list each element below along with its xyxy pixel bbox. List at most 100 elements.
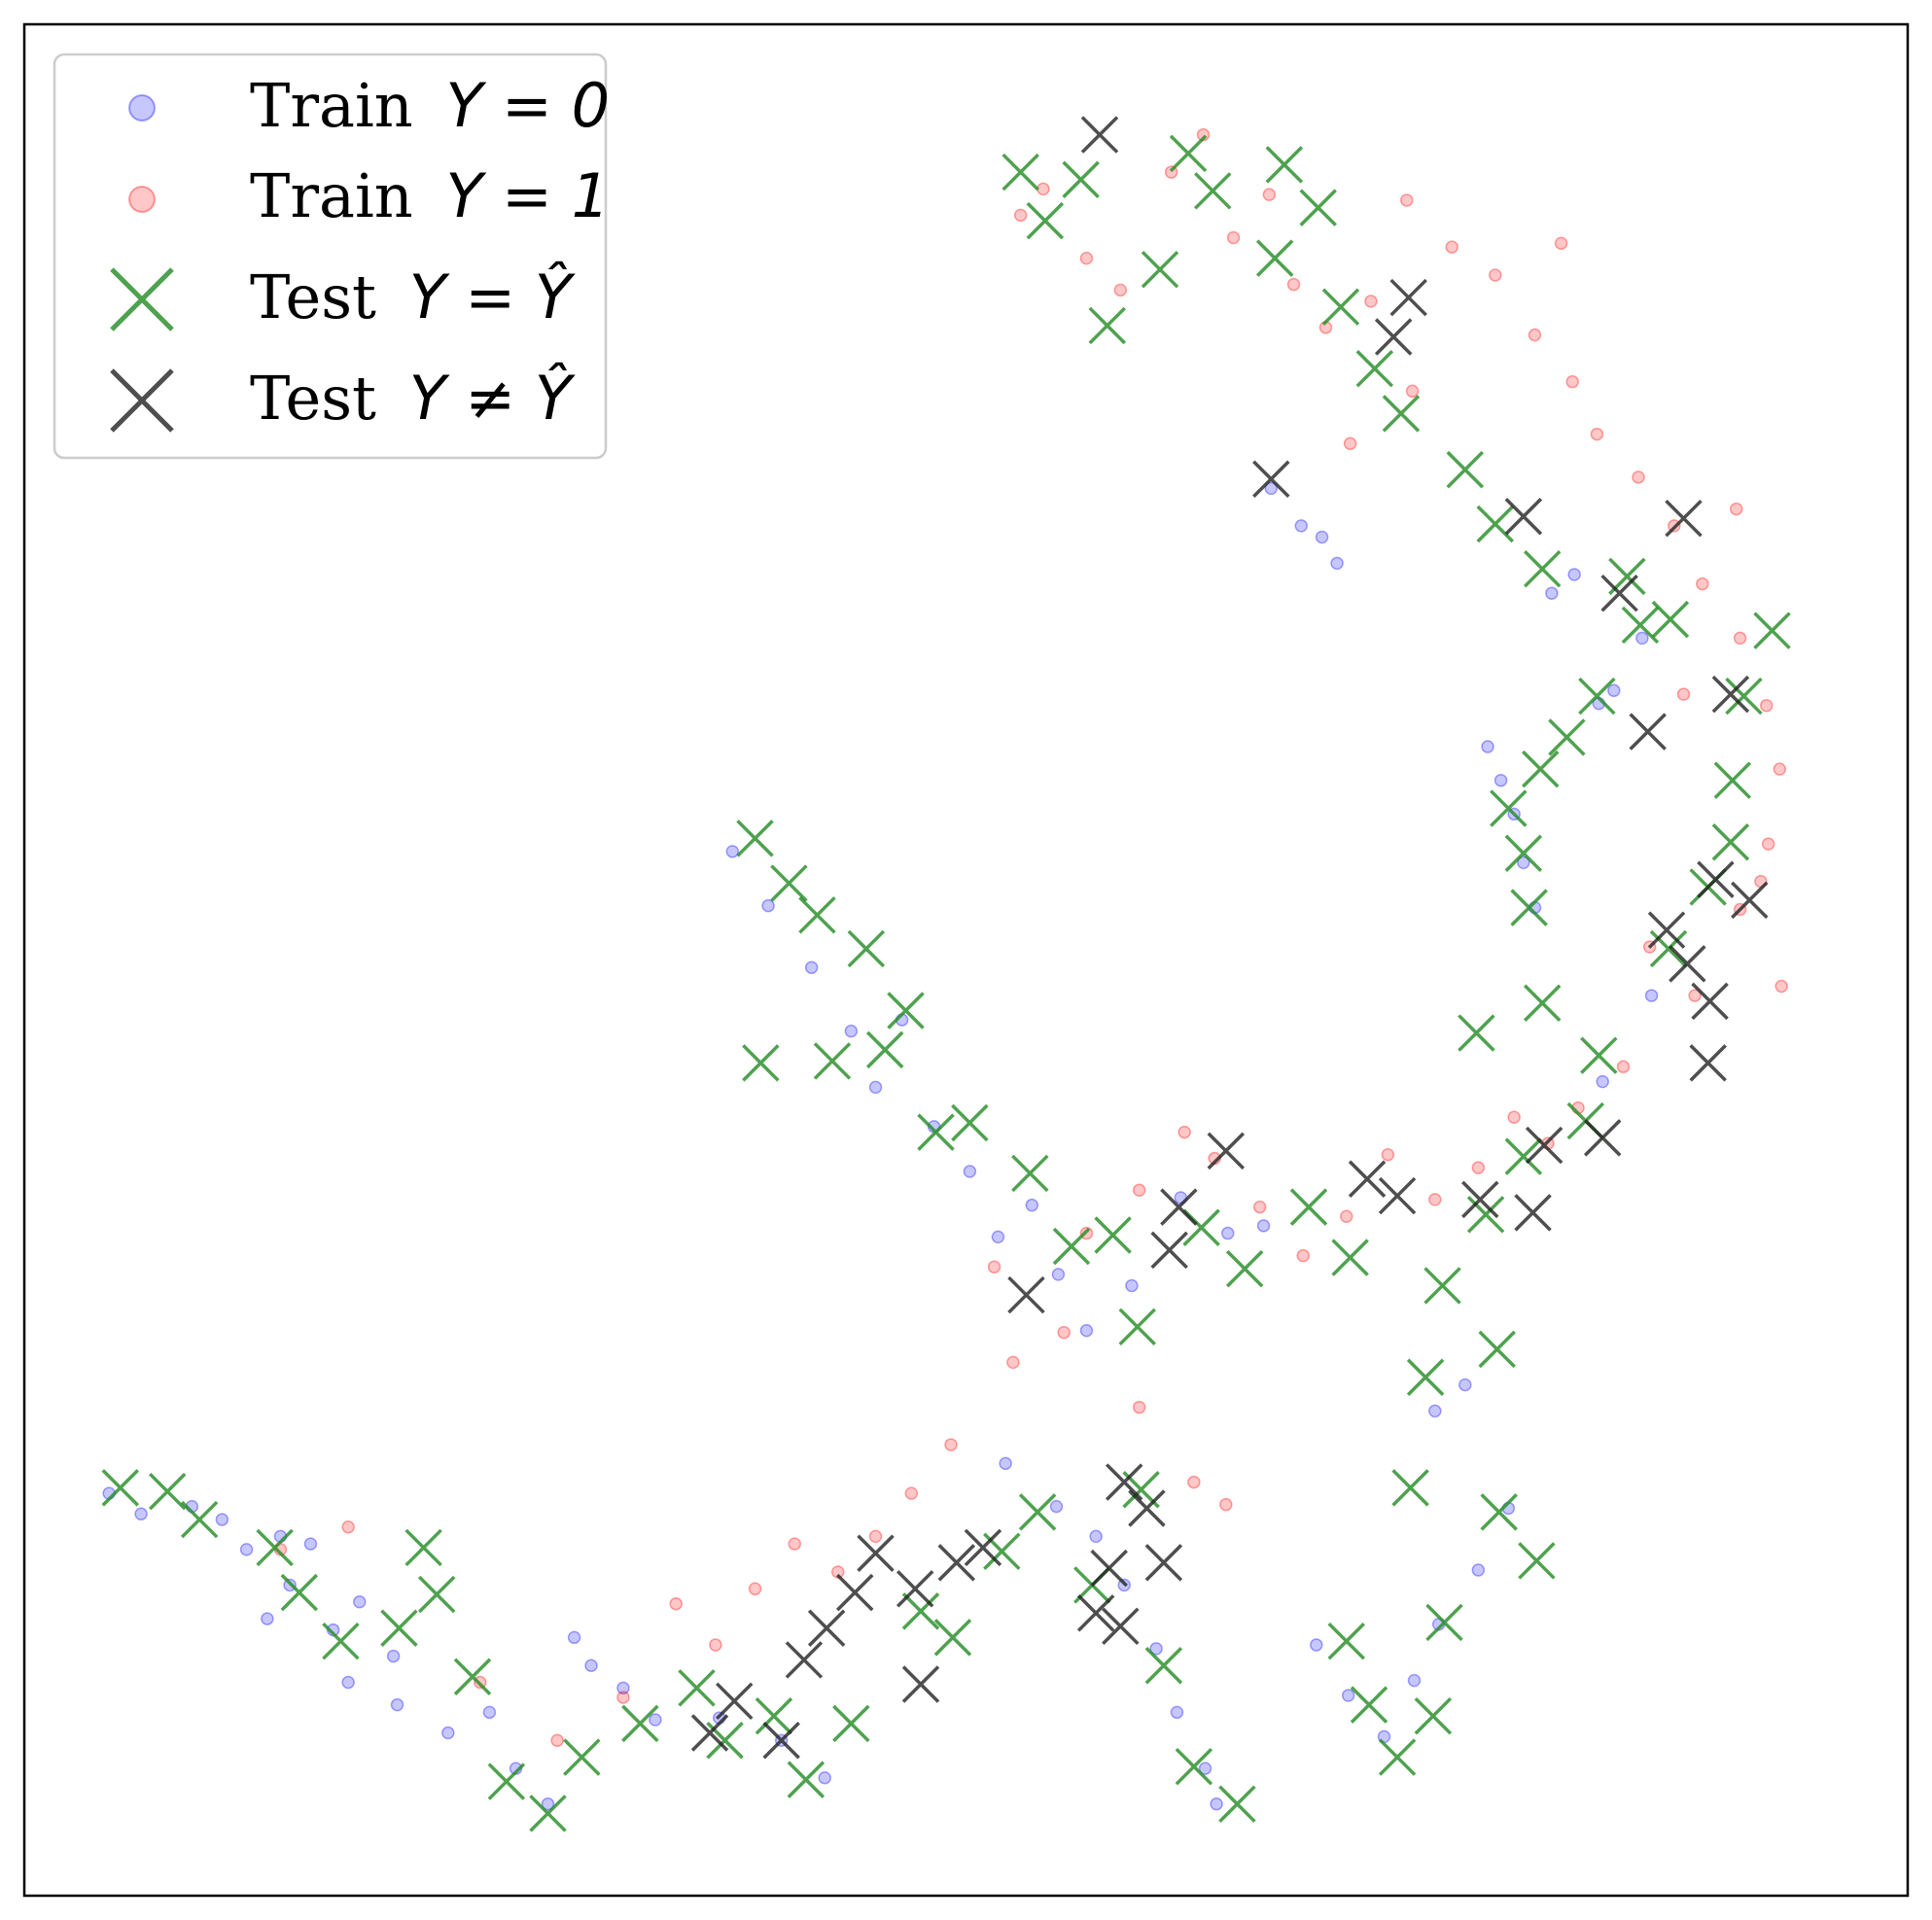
test_correct-point-34 [1518,1542,1556,1580]
legend-label-train-y1: Train [250,160,413,231]
test_wrong-point-1 [1389,278,1427,317]
test_correct-point-79 [1052,1227,1091,1266]
test_correct-point-58 [1255,239,1294,277]
train_y1-point-44 [944,1438,958,1451]
train_y0-point-36 [1407,1673,1422,1688]
train_y1-point-22 [1773,762,1787,776]
train_y0-point-10 [353,1595,367,1609]
test_correct-point-36 [1478,1330,1516,1369]
test_wrong-point-2 [1374,318,1413,356]
train_y0-point-1 [134,1507,148,1521]
test_correct-point-86 [1458,1014,1495,1052]
test_correct-point-31 [1414,1696,1453,1735]
test_correct-point-38 [1423,1267,1461,1305]
train_y1-point-23 [1761,837,1775,851]
test_correct-point-14 [678,1669,716,1707]
test_correct-point-5 [322,1622,360,1660]
test_correct-point-57 [1321,288,1360,326]
data-points-layer [101,116,1791,1833]
test_correct-point-11 [529,1795,567,1833]
test_wrong-point-4 [1504,498,1543,536]
test_wrong-point-0 [1080,116,1119,154]
test_correct-point-81 [1118,1308,1157,1346]
train_y1-point-36 [1252,1200,1267,1214]
test_wrong-point-41 [901,1665,940,1703]
test_wrong-point-20 [1378,1176,1417,1215]
test_correct-point-70 [798,896,836,934]
test_wrong-point-32 [937,1544,976,1582]
train_y1-point-59 [1219,1497,1233,1512]
test_correct-point-40 [1504,1137,1543,1175]
train_y0-point-15 [482,1705,497,1720]
train_y0-point-61 [1330,556,1344,571]
train_y0-point-32 [1210,1797,1223,1811]
train_y0-point-42 [725,845,740,858]
train_y0-point-63 [1493,773,1508,787]
test_wrong-point-23 [1150,1231,1188,1270]
test_wrong-point-38 [716,1682,754,1721]
test_wrong-point-25 [1128,1489,1166,1527]
legend-label-test-correct: Test [250,262,376,332]
test_correct-point-29 [1350,1686,1388,1724]
test_correct-point-42 [1580,1036,1618,1074]
train_y1-point-25 [1688,989,1702,1002]
test_correct-point-65 [1169,134,1208,173]
test_correct-point-87 [1490,789,1528,827]
test_wrong-point-5 [1665,499,1703,538]
train_y0-point-73 [1644,989,1659,1002]
test_correct-point-76 [917,1113,955,1151]
train_y1-point-63 [1729,502,1743,516]
train_y1-point-27 [1616,1060,1631,1073]
legend-label-test-wrong: Test [250,363,376,434]
train_y0-point-62 [1481,740,1494,753]
train_y0-point-19 [616,1681,630,1695]
test_correct-point-72 [887,992,925,1030]
legend-entry-test-correct: Test Y = Ŷ [110,262,576,332]
train_y1-point-11 [1405,384,1420,399]
test_correct-point-9 [453,1658,492,1696]
test_wrong-point-9 [1697,860,1735,898]
legend-marker-test-correct [110,267,174,332]
train_y0-point-13 [390,1697,404,1712]
legend-marker-train-y0 [128,94,156,122]
train_y1-point-64 [1554,236,1568,250]
test_correct-point-78 [1011,1154,1049,1193]
test_correct-point-89 [1510,889,1548,926]
test_correct-point-71 [847,929,886,968]
train_y1-point-30 [1507,1110,1521,1124]
series-test_correct [101,134,1791,1833]
test_correct-point-44 [1649,929,1688,968]
train_y1-point-19 [1696,576,1709,591]
test_correct-point-67 [1299,189,1337,227]
test_correct-point-85 [1331,1239,1369,1276]
test_wrong-point-40 [762,1721,800,1760]
train_y0-point-70 [1545,586,1559,600]
test_correct-point-32 [1425,1603,1463,1642]
test_correct-point-48 [1725,677,1763,716]
test_wrong-point-22 [1160,1188,1198,1226]
train_y1-point-2 [1079,251,1094,265]
test_correct-point-2 [180,1500,219,1539]
test_wrong-point-27 [1144,1544,1183,1582]
train_y0-point-38 [1471,1563,1486,1577]
test_correct-point-35 [1391,1469,1429,1507]
train_y0-point-17 [541,1797,555,1811]
test_wrong-point-12 [1691,982,1729,1021]
train_y1-point-39 [1132,1183,1146,1198]
train_y0-point-52 [1051,1268,1066,1281]
train_y1-point-12 [1445,240,1458,254]
test_correct-point-91 [1548,718,1586,756]
train_y0-point-43 [761,898,775,913]
train_y1-point-43 [987,1260,1001,1274]
train_y1-point-55 [341,1520,355,1534]
train_y0-point-54 [1125,1278,1139,1293]
svg-text:Test Y ≠ Ŷ: Test Y ≠ Ŷ [250,363,576,434]
legend-math-train-y1: Y = 1 [445,160,610,231]
legend: Train Y = 0 Train Y = 1 Test Y = Ŷ Test … [53,52,610,460]
train_y0-point-58 [1264,481,1279,496]
test_correct-point-22 [1018,1493,1057,1531]
test_wrong-point-14 [1647,911,1686,949]
test_correct-point-60 [1141,250,1179,289]
test_wrong-point-17 [1514,1194,1552,1232]
test_correct-point-7 [404,1528,442,1567]
